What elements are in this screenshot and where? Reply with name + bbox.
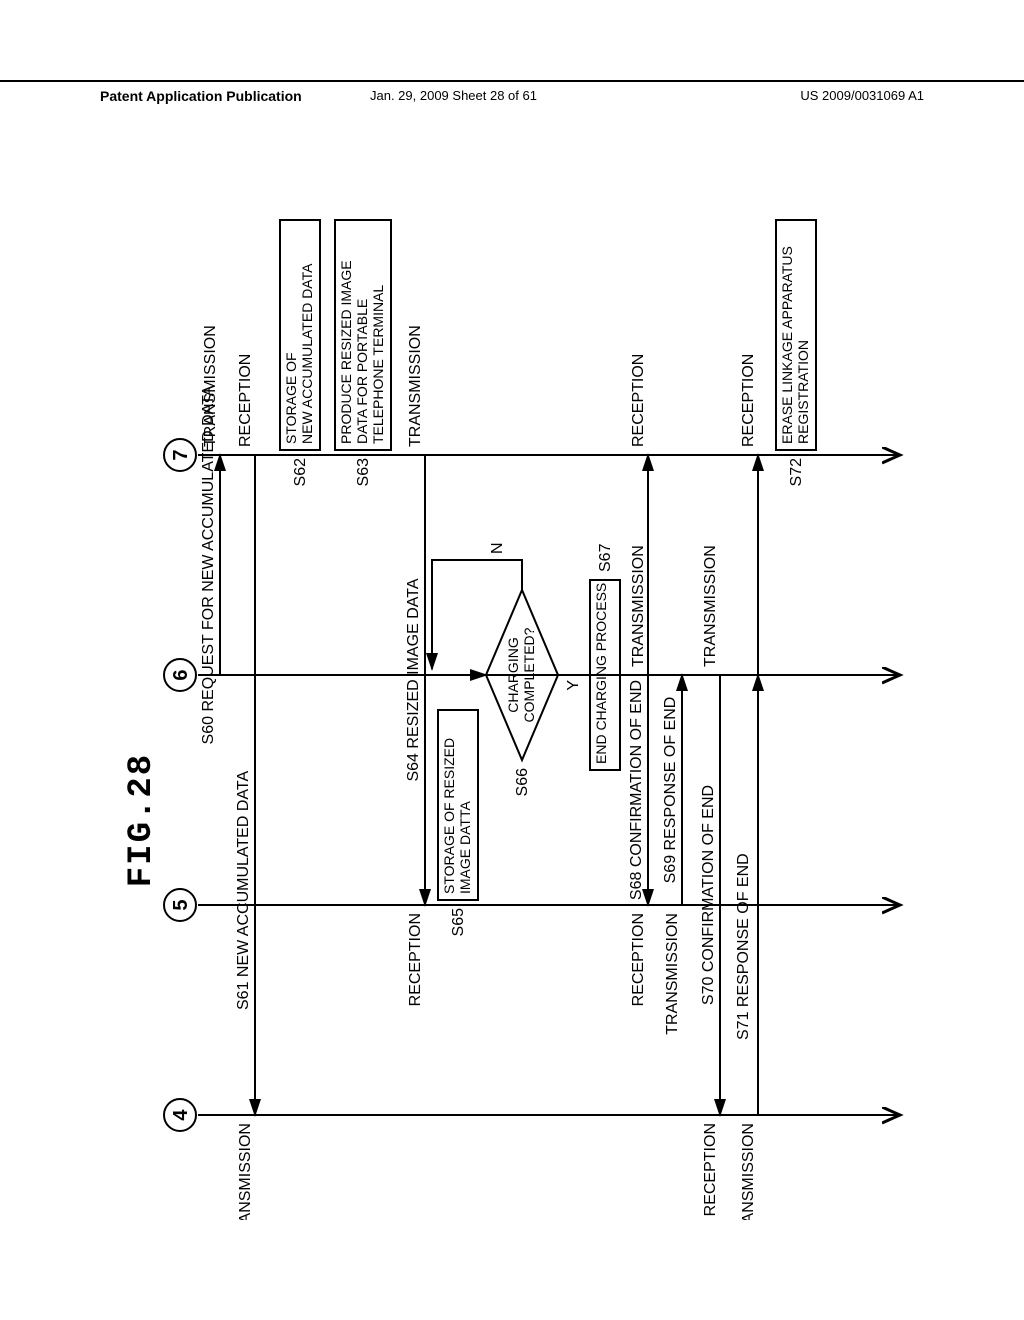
- svg-text:S68 CONFIRMATION OF END: S68 CONFIRMATION OF END: [628, 680, 645, 900]
- svg-text:Y: Y: [565, 680, 582, 691]
- page-header: Patent Application Publication Jan. 29, …: [0, 80, 1024, 88]
- svg-text:DATA FOR PORTABLE: DATA FOR PORTABLE: [354, 299, 370, 444]
- svg-text:7: 7: [170, 449, 192, 460]
- svg-text:S61 NEW ACCUMULATED DATA: S61 NEW ACCUMULATED DATA: [235, 771, 252, 1010]
- header-left: Patent Application Publication: [100, 88, 302, 104]
- svg-text:RECEPTION: RECEPTION: [630, 913, 647, 1006]
- svg-text:CHARGING: CHARGING: [505, 637, 521, 712]
- svg-text:RECEPTION: RECEPTION: [630, 354, 647, 447]
- svg-text:ERASE LINKAGE APPARATUS: ERASE LINKAGE APPARATUS: [779, 246, 795, 444]
- svg-text:S66: S66: [514, 768, 531, 797]
- svg-text:S64 RESIZED IMAGE DATA: S64 RESIZED IMAGE DATA: [405, 578, 422, 781]
- svg-text:S70 CONFIRMATION OF END: S70 CONFIRMATION OF END: [700, 785, 717, 1005]
- svg-text:NEW ACCUMULATED DATA: NEW ACCUMULATED DATA: [299, 263, 315, 444]
- columns-group: 4 5 6 7: [164, 439, 900, 1131]
- svg-text:STORAGE OF RESIZED: STORAGE OF RESIZED: [441, 738, 457, 894]
- svg-text:COMPLETED?: COMPLETED?: [521, 627, 537, 722]
- svg-text:TRANSMISSION: TRANSMISSION: [237, 1123, 254, 1220]
- svg-text:S62: S62: [292, 458, 309, 487]
- svg-text:TELEPHONE TERMINAL: TELEPHONE TERMINAL: [370, 285, 386, 444]
- svg-text:PRODUCE RESIZED IMAGE: PRODUCE RESIZED IMAGE: [338, 260, 354, 444]
- svg-text:4: 4: [170, 1109, 192, 1121]
- sequence-diagram: FIG.28 4 5 6 7 TRANSMISSION S60 REQUEST FOR …: [120, 160, 910, 1220]
- svg-text:RECEPTION: RECEPTION: [702, 1123, 719, 1216]
- svg-text:S69 RESPONSE OF END: S69 RESPONSE OF END: [662, 697, 679, 884]
- svg-text:S63: S63: [355, 458, 372, 487]
- svg-text:N: N: [489, 542, 506, 554]
- svg-text:TRANSMISSION: TRANSMISSION: [740, 1123, 757, 1220]
- svg-text:S71 RESPONSE OF END: S71 RESPONSE OF END: [735, 853, 752, 1040]
- svg-text:S65: S65: [450, 908, 467, 937]
- svg-text:RECEPTION: RECEPTION: [740, 354, 757, 447]
- svg-text:REGISTRATION: REGISTRATION: [795, 340, 811, 444]
- figure-wrapper: FIG.28 4567 TRANSMISSIONS60 REQUEST FOR …: [0, 295, 1024, 1085]
- svg-text:TRANSMISSION: TRANSMISSION: [407, 325, 424, 447]
- svg-text:S72: S72: [788, 458, 805, 487]
- svg-text:STORAGE OF: STORAGE OF: [283, 352, 299, 444]
- svg-text:6: 6: [170, 669, 192, 680]
- svg-text:S60 REQUEST FOR NEW ACCUMULATE: S60 REQUEST FOR NEW ACCUMULATED DATA: [200, 385, 217, 744]
- svg-text:END CHARGING PROCESS: END CHARGING PROCESS: [593, 583, 609, 764]
- svg-text:RECEPTION: RECEPTION: [407, 913, 424, 1006]
- svg-text:5: 5: [170, 899, 192, 910]
- svg-text:TRANSMISSION: TRANSMISSION: [664, 913, 681, 1035]
- header-mid: Jan. 29, 2009 Sheet 28 of 61: [370, 88, 537, 103]
- figure-title: FIG.28: [123, 753, 161, 887]
- svg-text:S67: S67: [597, 543, 614, 572]
- svg-text:RECEPTION: RECEPTION: [237, 354, 254, 447]
- header-right: US 2009/0031069 A1: [800, 88, 924, 103]
- events-group: TRANSMISSION S60 REQUEST FOR NEW ACCUMULA…: [200, 220, 816, 1220]
- svg-text:IMAGE DATTA: IMAGE DATTA: [457, 801, 473, 894]
- svg-text:TRANSMISSION: TRANSMISSION: [630, 545, 647, 667]
- svg-text:TRANSMISSION: TRANSMISSION: [702, 545, 719, 667]
